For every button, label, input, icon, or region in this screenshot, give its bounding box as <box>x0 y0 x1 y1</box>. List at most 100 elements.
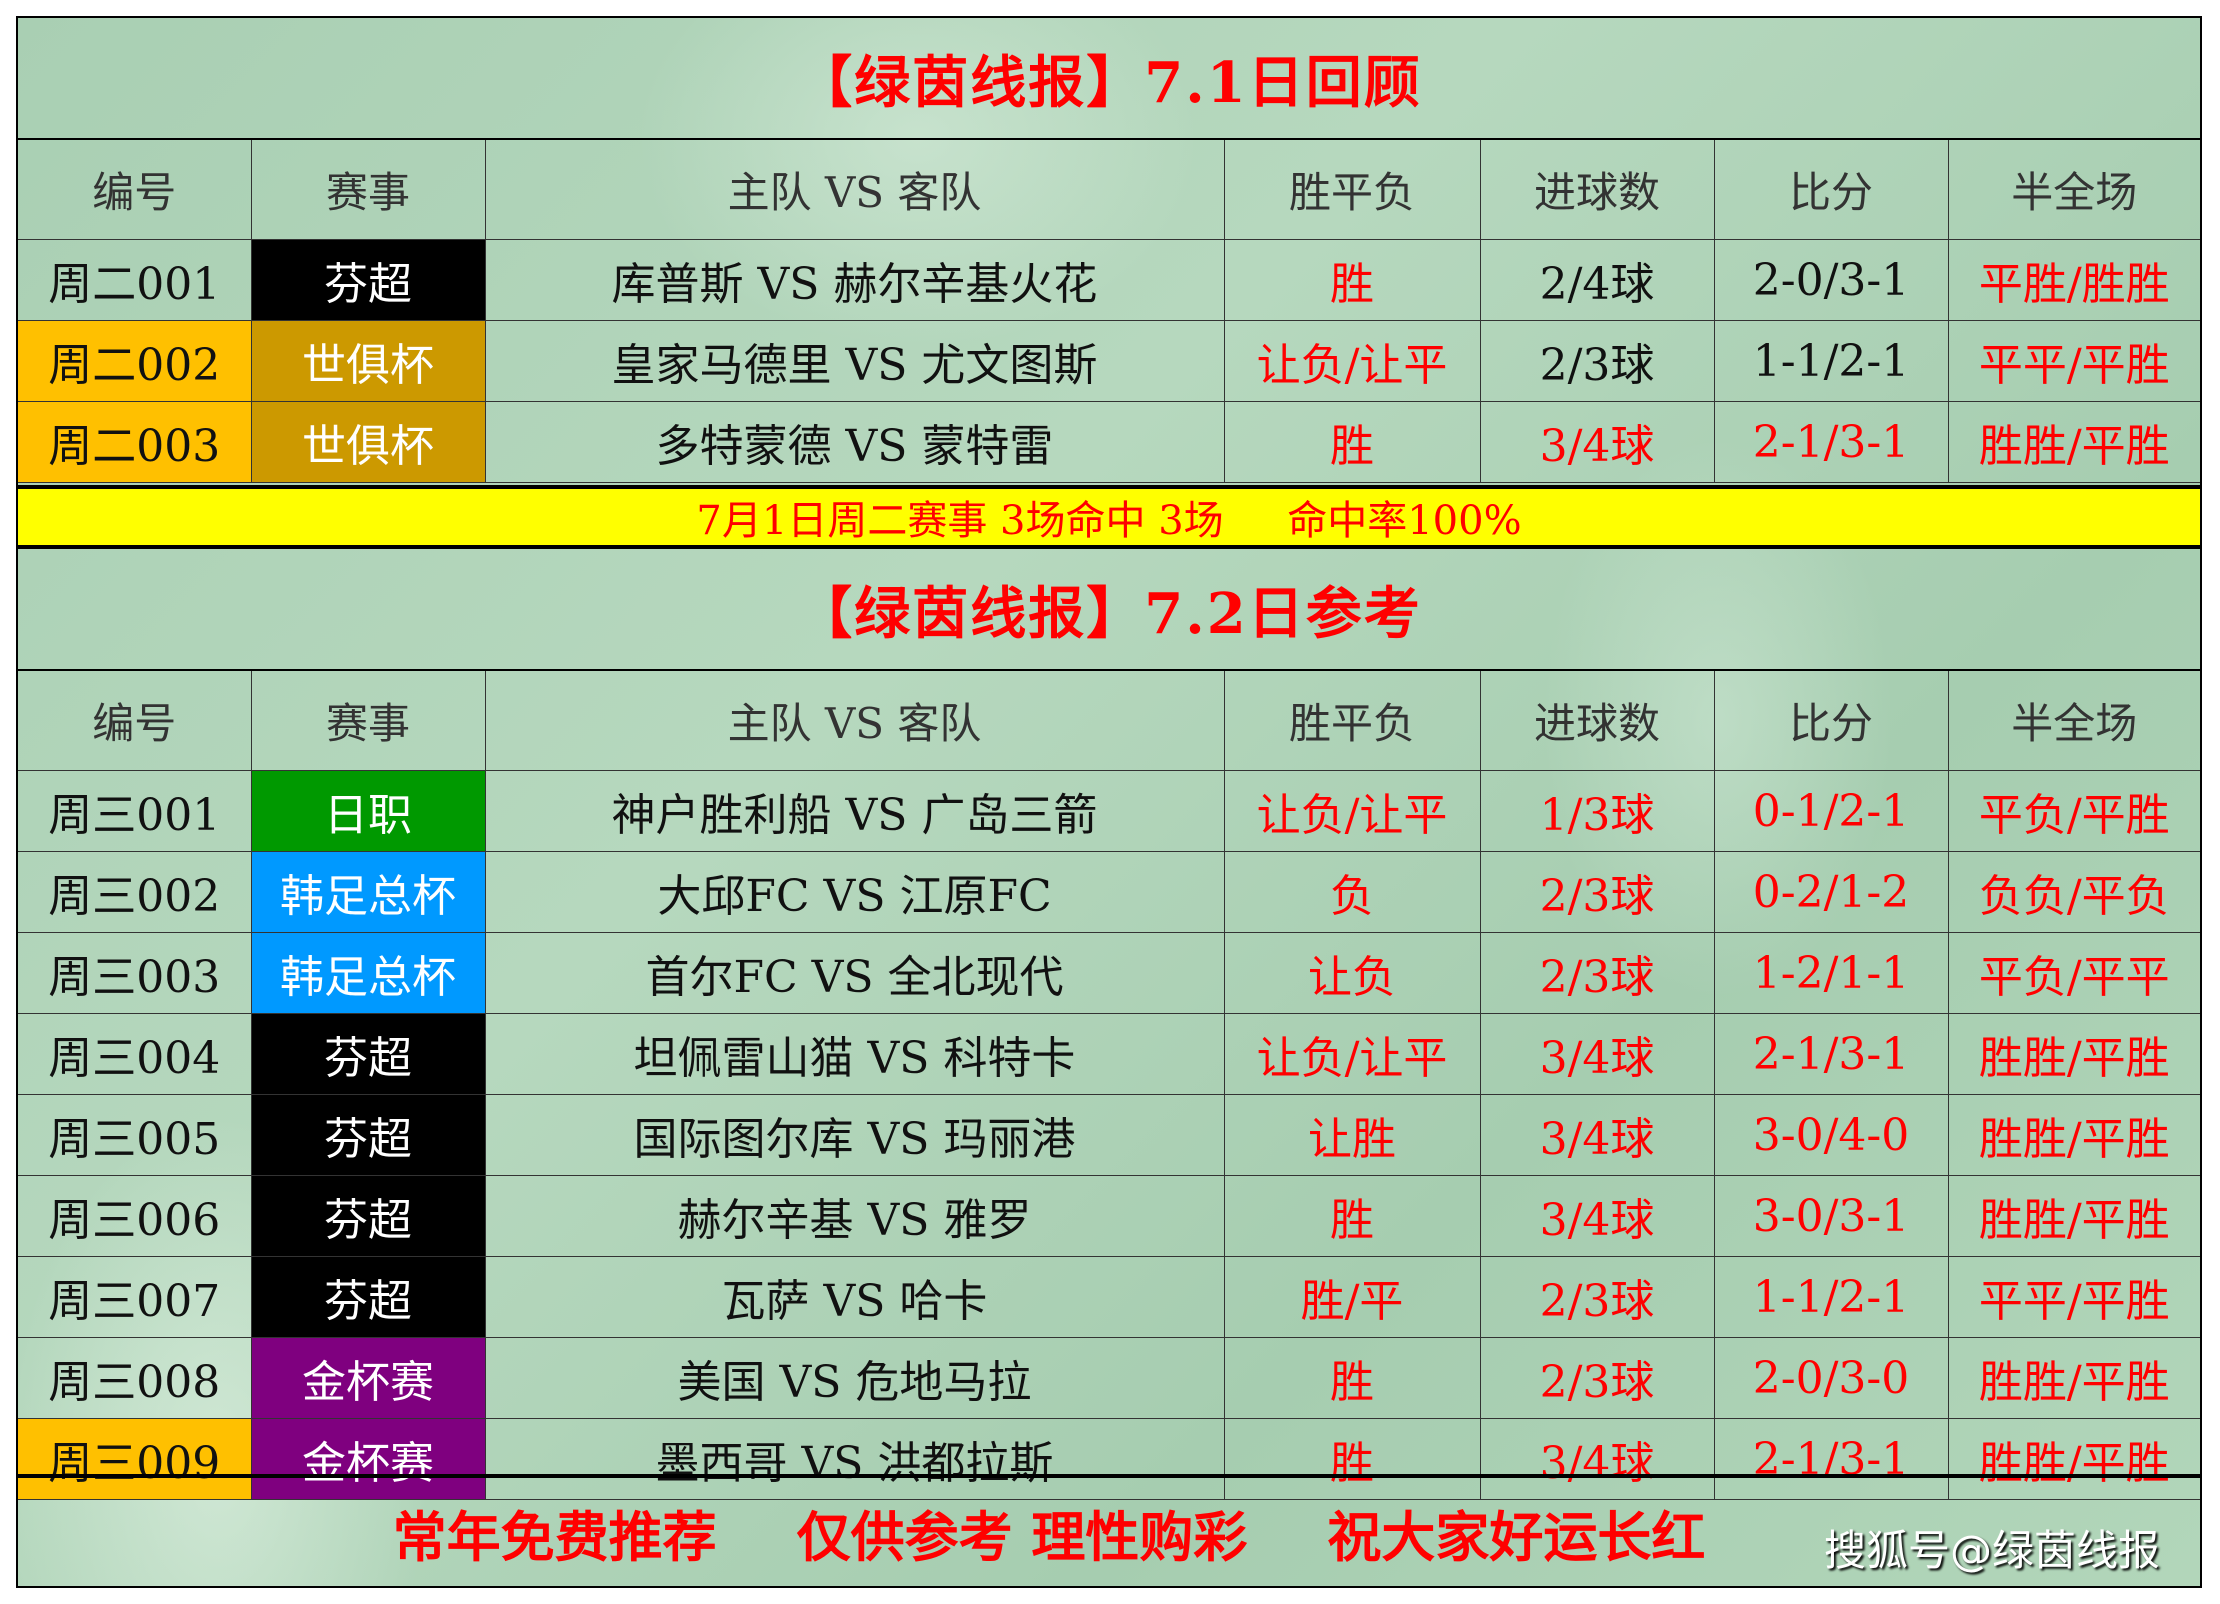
cell-match: 皇家马德里 VS 尤文图斯 <box>484 320 1225 402</box>
cell-score: 2-0/3-1 <box>1713 239 1949 321</box>
cell-result: 胜 <box>1223 1175 1481 1257</box>
cell-match: 多特蒙德 VS 蒙特雷 <box>484 401 1225 483</box>
cell-score: 1-1/2-1 <box>1713 1256 1949 1338</box>
cell-league: 芬超 <box>250 1175 486 1257</box>
cell-league: 世俱杯 <box>250 401 486 483</box>
cell-league: 芬超 <box>250 1256 486 1338</box>
table-row: 周三002 韩足总杯 大邱FC VS 江原FC 负 2/3球 0-2/1-2 负负/平负 <box>18 851 2200 933</box>
cell-htft: 平胜/胜胜 <box>1947 239 2200 321</box>
cell-goals: 3/4球 <box>1479 1418 1715 1500</box>
cell-goals: 2/3球 <box>1479 932 1715 1014</box>
table-row: 周三005 芬超 国际图尔库 VS 玛丽港 让胜 3/4球 3-0/4-0 胜胜/平胜 <box>18 1094 2200 1176</box>
cell-id: 周二002 <box>18 320 252 402</box>
cell-goals: 1/3球 <box>1479 770 1715 852</box>
column-header: 主队 VS 客队 <box>484 669 1225 771</box>
cell-htft: 胜胜/平胜 <box>1947 1013 2200 1095</box>
column-header: 半全场 <box>1947 669 2200 771</box>
cell-match: 大邱FC VS 江原FC <box>484 851 1225 933</box>
header-row: 编号 赛事 主队 VS 客队 胜平负 进球数 比分 半全场 <box>18 138 2200 240</box>
cell-htft: 胜胜/平胜 <box>1947 401 2200 483</box>
cell-league: 芬超 <box>250 1013 486 1095</box>
cell-goals: 3/4球 <box>1479 1094 1715 1176</box>
cell-league: 芬超 <box>250 1094 486 1176</box>
cell-score: 0-2/1-2 <box>1713 851 1949 933</box>
column-header: 赛事 <box>250 138 486 240</box>
cell-htft: 负负/平负 <box>1947 851 2200 933</box>
table-row: 周三007 芬超 瓦萨 VS 哈卡 胜/平 2/3球 1-1/2-1 平平/平胜 <box>18 1256 2200 1338</box>
cell-htft: 胜胜/平胜 <box>1947 1175 2200 1257</box>
cell-match: 国际图尔库 VS 玛丽港 <box>484 1094 1225 1176</box>
column-header: 半全场 <box>1947 138 2200 240</box>
cell-htft: 胜胜/平胜 <box>1947 1418 2200 1500</box>
cell-result: 胜 <box>1223 1337 1481 1419</box>
cell-id: 周三005 <box>18 1094 252 1176</box>
table-row: 周三004 芬超 坦佩雷山猫 VS 科特卡 让负/让平 3/4球 2-1/3-1 胜胜/平胜 <box>18 1013 2200 1095</box>
table-row: 周二002 世俱杯 皇家马德里 VS 尤文图斯 让负/让平 2/3球 1-1/2-1 平平/… <box>18 320 2200 402</box>
cell-result: 让负/让平 <box>1223 1013 1481 1095</box>
cell-score: 3-0/3-1 <box>1713 1175 1949 1257</box>
cell-htft: 平平/平胜 <box>1947 320 2200 402</box>
cell-league: 韩足总杯 <box>250 932 486 1014</box>
cell-score: 2-1/3-1 <box>1713 1013 1949 1095</box>
cell-id: 周三007 <box>18 1256 252 1338</box>
cell-league: 世俱杯 <box>250 320 486 402</box>
review-table: 编号 赛事 主队 VS 客队 胜平负 进球数 比分 半全场 周二001 芬超 库普斯 VS 赫尔辛… <box>18 138 2200 483</box>
cell-goals: 2/3球 <box>1479 320 1715 402</box>
reference-title: 【绿茵线报】7.2日参考 <box>796 580 1422 647</box>
column-header: 赛事 <box>250 669 486 771</box>
header-row: 编号 赛事 主队 VS 客队 胜平负 进球数 比分 半全场 <box>18 669 2200 771</box>
cell-id: 周三006 <box>18 1175 252 1257</box>
cell-league: 金杯赛 <box>250 1337 486 1419</box>
cell-htft: 胜胜/平胜 <box>1947 1094 2200 1176</box>
cell-result: 胜 <box>1223 401 1481 483</box>
cell-league: 金杯赛 <box>250 1418 486 1500</box>
cell-score: 1-2/1-1 <box>1713 932 1949 1014</box>
cell-goals: 2/3球 <box>1479 851 1715 933</box>
cell-result: 负 <box>1223 851 1481 933</box>
cell-goals: 2/3球 <box>1479 1256 1715 1338</box>
cell-htft: 平负/平胜 <box>1947 770 2200 852</box>
column-header: 进球数 <box>1479 138 1715 240</box>
column-header: 编号 <box>18 138 252 240</box>
cell-match: 坦佩雷山猫 VS 科特卡 <box>484 1013 1225 1095</box>
cell-score: 2-0/3-0 <box>1713 1337 1949 1419</box>
cell-score: 3-0/4-0 <box>1713 1094 1949 1176</box>
cell-match: 瓦萨 VS 哈卡 <box>484 1256 1225 1338</box>
cell-goals: 2/4球 <box>1479 239 1715 321</box>
footer: 常年免费推荐 仅供参考 理性购彩 祝大家好运长红 <box>18 1474 2200 1586</box>
cell-id: 周三001 <box>18 770 252 852</box>
cell-id: 周三008 <box>18 1337 252 1419</box>
footer-slogan: 仅供参考 理性购彩 <box>796 1504 1248 1569</box>
table-row: 周三001 日职 神户胜利船 VS 广岛三箭 让负/让平 1/3球 0-1/2-1 平负/平… <box>18 770 2200 852</box>
table-row: 周三003 韩足总杯 首尔FC VS 全北现代 让负 2/3球 1-2/1-1 平负/平平 <box>18 932 2200 1014</box>
cell-league: 芬超 <box>250 239 486 321</box>
cell-match: 墨西哥 VS 洪都拉斯 <box>484 1418 1225 1500</box>
cell-id: 周二003 <box>18 401 252 483</box>
table-row: 周二001 芬超 库普斯 VS 赫尔辛基火花胜 2/4球 2-0/3-1 平胜/胜胜 <box>18 239 2200 321</box>
cell-id: 周三003 <box>18 932 252 1014</box>
cell-goals: 3/4球 <box>1479 1013 1715 1095</box>
cell-goals: 3/4球 <box>1479 401 1715 483</box>
cell-goals: 3/4球 <box>1479 1175 1715 1257</box>
cell-htft: 平负/平平 <box>1947 932 2200 1014</box>
cell-id: 周二001 <box>18 239 252 321</box>
cell-id: 周三009 <box>18 1418 252 1500</box>
cell-match: 美国 VS 危地马拉 <box>484 1337 1225 1419</box>
column-header: 进球数 <box>1479 669 1715 771</box>
cell-league: 日职 <box>250 770 486 852</box>
cell-goals: 2/3球 <box>1479 1337 1715 1419</box>
reference-table: 编号 赛事 主队 VS 客队 胜平负 进球数 比分 半全场 周三001 日职 神户胜利船 VS 广… <box>18 669 2200 1500</box>
table-row: 周三006 芬超 赫尔辛基 VS 雅罗胜 3/4球 3-0/3-1 胜胜/平胜 <box>18 1175 2200 1257</box>
column-header: 编号 <box>18 669 252 771</box>
cell-result: 让负/让平 <box>1223 770 1481 852</box>
review-summary: 7月1日周二赛事 3场命中 3场 命中率100% <box>18 485 2200 549</box>
cell-id: 周三004 <box>18 1013 252 1095</box>
cell-match: 赫尔辛基 VS 雅罗 <box>484 1175 1225 1257</box>
footer-slogan: 常年免费推荐 <box>392 1504 717 1569</box>
cell-htft: 胜胜/平胜 <box>1947 1337 2200 1419</box>
column-header: 主队 VS 客队 <box>484 138 1225 240</box>
column-header: 比分 <box>1713 669 1949 771</box>
cell-league: 韩足总杯 <box>250 851 486 933</box>
cell-result: 胜 <box>1223 239 1481 321</box>
table-row: 周三009 金杯赛 墨西哥 VS 洪都拉斯胜 3/4球 2-1/3-1 胜胜/平胜 <box>18 1418 2200 1500</box>
